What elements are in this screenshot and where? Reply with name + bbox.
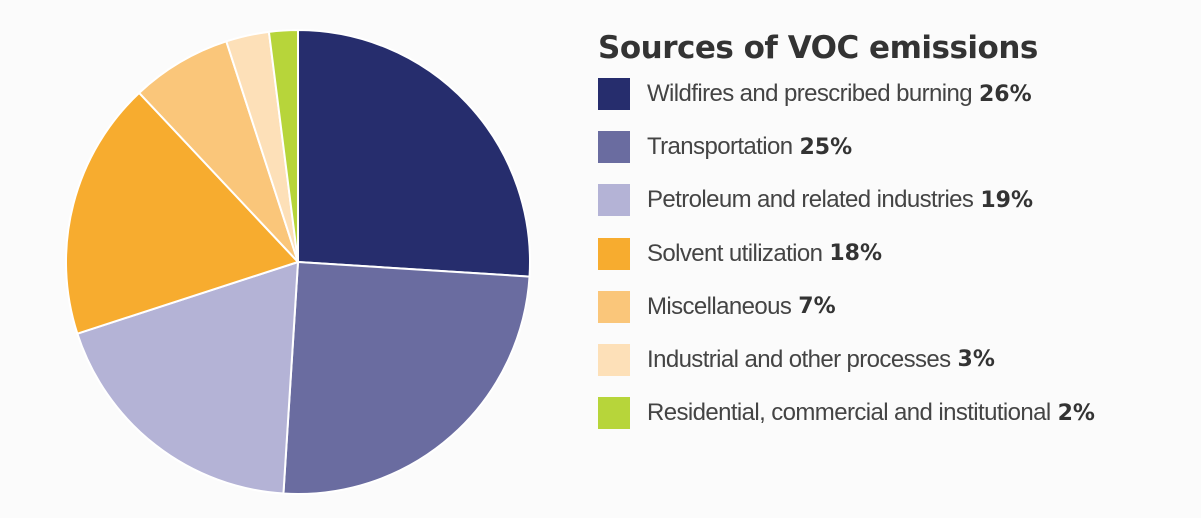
legend-value-solvent: 18% (829, 241, 883, 267)
pie-slice-solvent (65, 91, 299, 335)
pie-slices (65, 29, 531, 495)
legend-swatch-industrial (598, 343, 630, 376)
legend-label-residential: Residential, commercial and institutiona… (647, 399, 1051, 427)
pie-slice-wildfires (297, 29, 531, 278)
legend-value-wildfires: 26% (978, 81, 1032, 107)
legend-swatch-wildfires (598, 78, 630, 110)
legend-swatch-petroleum (598, 184, 630, 217)
pie-slice-residential (267, 29, 299, 263)
pie-slice-transportation (282, 261, 531, 495)
legend-label-industrial: Industrial and other processes (647, 345, 951, 373)
legend-item-miscellaneous: Miscellaneous 7% (598, 290, 1198, 323)
legend-value-miscellaneous: 7% (798, 294, 836, 320)
pie-slice-petroleum (76, 261, 299, 495)
chart-title: Sources of VOC emissions (598, 30, 1038, 66)
pie-chart-plot (65, 29, 531, 495)
legend-swatch-miscellaneous (598, 290, 630, 323)
pie-slice-miscellaneous (138, 40, 299, 263)
legend-item-transportation: Transportation 25% (598, 131, 1198, 164)
legend-label-miscellaneous: Miscellaneous (647, 292, 792, 320)
legend-label-solvent: Solvent utilization (647, 239, 823, 267)
legend-label-wildfires: Wildfires and prescribed burning (647, 80, 973, 107)
legend-swatch-residential (598, 397, 630, 430)
legend-item-industrial: Industrial and other processes 3% (598, 343, 1198, 376)
legend-value-industrial: 3% (957, 347, 995, 373)
legend-swatch-solvent (598, 237, 630, 270)
legend-item-solvent: Solvent utilization 18% (598, 237, 1198, 270)
legend-value-residential: 2% (1057, 400, 1095, 426)
legend-swatch-transportation (598, 131, 630, 164)
legend: Sources of VOC emissions Wildfires and p… (598, 30, 1198, 451)
legend-item-residential: Residential, commercial and institutiona… (598, 397, 1198, 430)
legend-value-petroleum: 19% (980, 187, 1033, 213)
legend-value-transportation: 25% (799, 134, 853, 160)
legend-label-petroleum: Petroleum and related industries (647, 186, 974, 214)
legend-list: Wildfires and prescribed burning 26% Tra… (598, 78, 1198, 430)
legend-item-petroleum: Petroleum and related industries 19% (598, 184, 1198, 217)
legend-label-transportation: Transportation (647, 133, 793, 161)
legend-item-wildfires: Wildfires and prescribed burning 26% (598, 78, 1198, 110)
